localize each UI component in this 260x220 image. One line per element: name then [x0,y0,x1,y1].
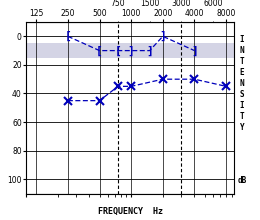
Text: [: [ [96,46,103,56]
Text: FREQUENCY  Hz: FREQUENCY Hz [98,207,162,216]
Text: ]: ] [128,46,134,56]
Bar [26,44,234,58]
Text: I
N
T
E
N
S
I
T
Y: I N T E N S I T Y [239,35,244,132]
Text: ]: ] [146,46,153,56]
Text: dB: dB [237,176,246,185]
Text: ]: ] [159,31,166,41]
Text: [: [ [115,46,121,56]
Text: [: [ [64,31,71,41]
Text: ]: ] [191,46,198,56]
